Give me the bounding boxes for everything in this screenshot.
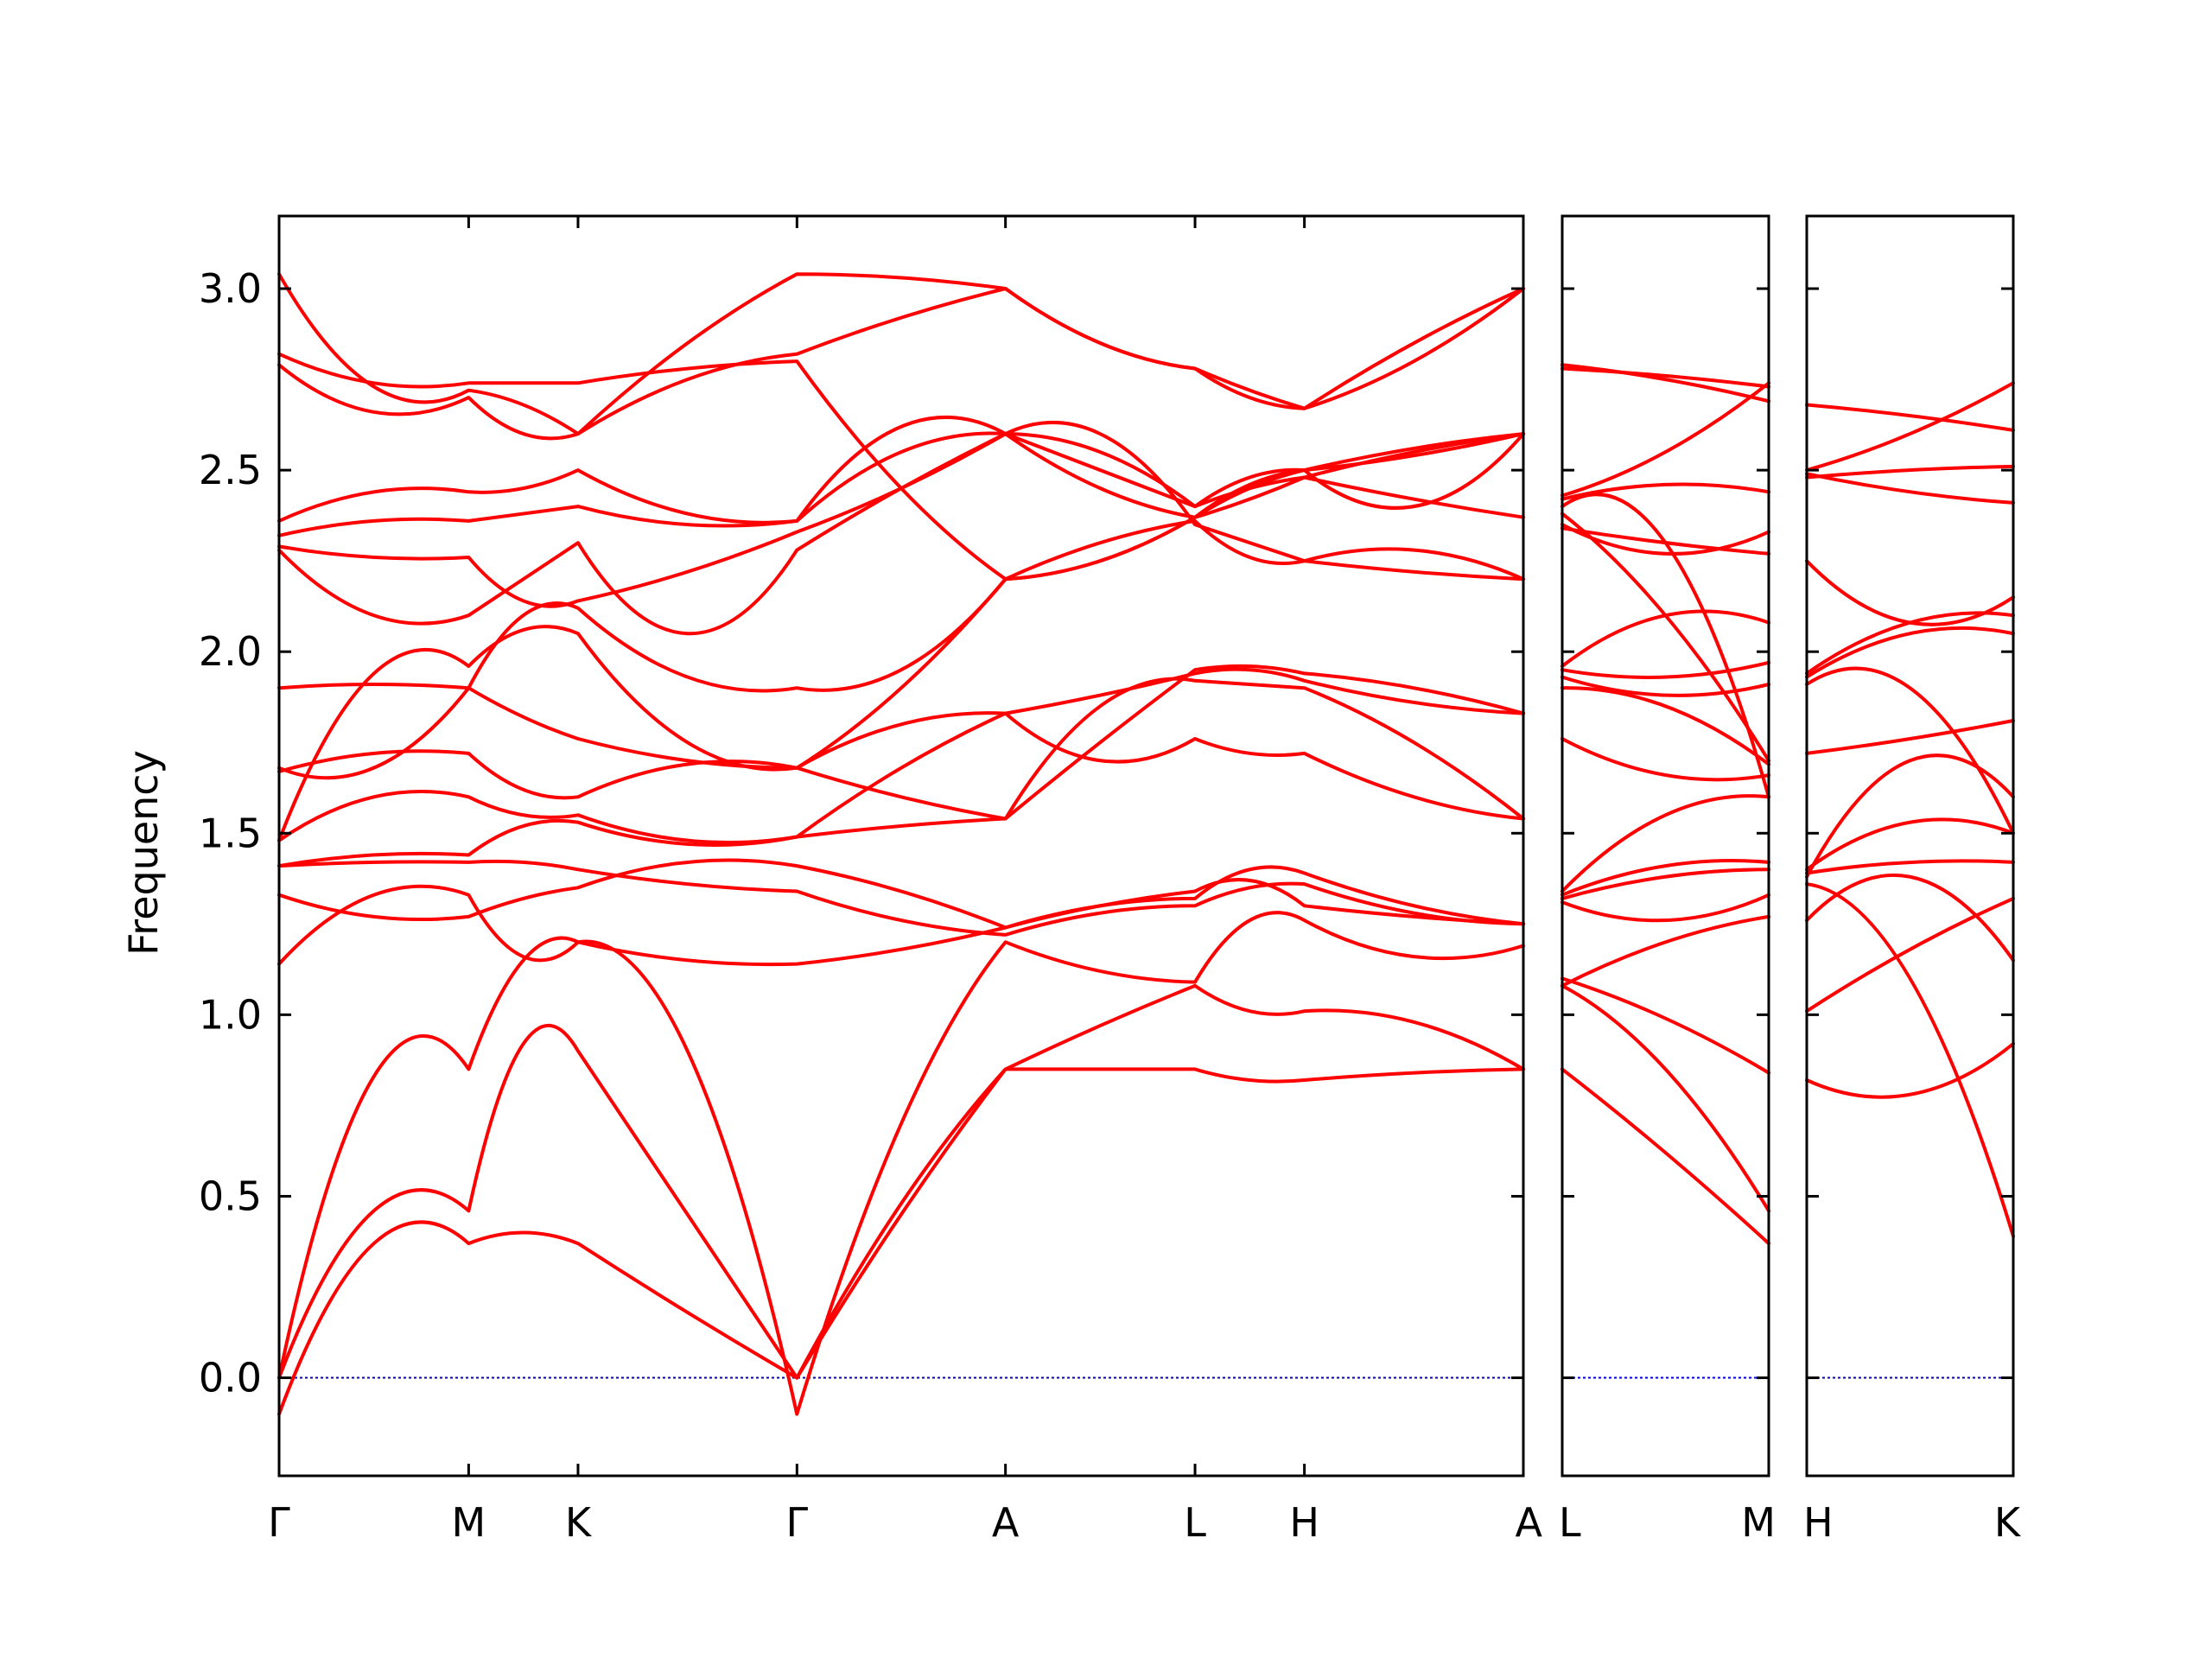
band-19 xyxy=(277,272,1525,436)
band-6 xyxy=(1805,817,2015,872)
y-tick-label: 1.5 xyxy=(199,810,262,856)
band-4 xyxy=(1560,914,1770,988)
band-9 xyxy=(277,625,1525,842)
y-axis-label: Frequency xyxy=(120,750,167,956)
band-7 xyxy=(277,677,1525,868)
band-16 xyxy=(1805,403,2015,432)
band-8 xyxy=(277,667,1525,845)
x-tick-label: A xyxy=(1516,1499,1543,1546)
y-tick-label: 2.5 xyxy=(199,447,262,493)
y-tick-label: 2.0 xyxy=(199,628,262,675)
x-tick-label: H xyxy=(1803,1499,1834,1546)
x-tick-label: Γ xyxy=(786,1499,809,1546)
band-18 xyxy=(1560,482,1770,501)
panel-frame xyxy=(1560,214,1770,1478)
y-tick-label: 0.5 xyxy=(199,1173,262,1219)
band-14 xyxy=(1805,472,2015,505)
band-12 xyxy=(1560,660,1770,679)
band-10 xyxy=(1560,686,1770,766)
band-2 xyxy=(277,983,1525,1380)
band-3 xyxy=(277,911,1525,1416)
plot-panels: Γ M K Γ A L H A0.00.51.01.52.02.53.0L M H K xyxy=(199,214,2022,1546)
band-17 xyxy=(1560,493,1770,799)
panel-frame xyxy=(277,214,1525,1478)
x-tick-label: K xyxy=(565,1499,593,1546)
band-8 xyxy=(1805,719,2015,755)
band-5 xyxy=(1560,893,1770,923)
band-14 xyxy=(277,421,1525,608)
x-tick-label: L xyxy=(1184,1499,1206,1546)
band-9 xyxy=(1560,737,1770,782)
band-12 xyxy=(277,432,1525,693)
band-2 xyxy=(1560,983,1770,1213)
band-10 xyxy=(277,518,1525,800)
band-panel-1: Γ M K Γ A L H A 0.0 0.5 1.0 1.5 2.0 2.5 3.0 xyxy=(199,214,1543,1546)
x-tick-label: M xyxy=(452,1499,486,1546)
y-tick-label: 0.0 xyxy=(199,1355,262,1402)
x-tick-label: H xyxy=(1289,1499,1319,1546)
band-17 xyxy=(277,287,1525,441)
band-16 xyxy=(1560,512,1770,763)
y-tick-label: 1.0 xyxy=(199,991,262,1038)
band-13 xyxy=(1560,609,1770,668)
band-21 xyxy=(1560,381,1770,498)
x-tick-label: K xyxy=(1994,1499,2022,1546)
band-6 xyxy=(1560,868,1770,900)
band-12 xyxy=(1805,559,2015,626)
y-tick-label: 3.0 xyxy=(199,265,262,312)
band-13 xyxy=(1805,464,2015,480)
band-3 xyxy=(1805,873,2015,963)
band-13 xyxy=(277,432,1525,636)
x-tick-label: Γ xyxy=(268,1499,290,1546)
x-tick-label: M xyxy=(1741,1499,1776,1546)
band-5 xyxy=(1805,859,2015,875)
band-15 xyxy=(277,431,1525,537)
band-9 xyxy=(1805,666,2015,836)
band-15 xyxy=(1805,381,2015,473)
band-8 xyxy=(1560,794,1770,893)
band-7 xyxy=(1805,753,2015,879)
band-4 xyxy=(1805,882,2015,1238)
band-20 xyxy=(1560,363,1770,404)
band-18 xyxy=(277,352,1525,582)
band-1 xyxy=(1560,1067,1770,1246)
band-3 xyxy=(1560,976,1770,1075)
panel-frame xyxy=(1805,214,2015,1478)
x-tick-label: A xyxy=(992,1499,1020,1546)
x-tick-label: L xyxy=(1559,1499,1581,1546)
band-6 xyxy=(277,859,1525,937)
band-2 xyxy=(1805,896,2015,1014)
band-1 xyxy=(277,1067,1525,1416)
band-4 xyxy=(277,878,1525,967)
band-11 xyxy=(277,664,1525,821)
band-5 xyxy=(277,858,1525,930)
band-10 xyxy=(1805,626,2015,679)
band-11 xyxy=(1560,675,1770,697)
band-19 xyxy=(1560,366,1770,389)
band-7 xyxy=(1560,859,1770,897)
band-1 xyxy=(1805,1042,2015,1099)
